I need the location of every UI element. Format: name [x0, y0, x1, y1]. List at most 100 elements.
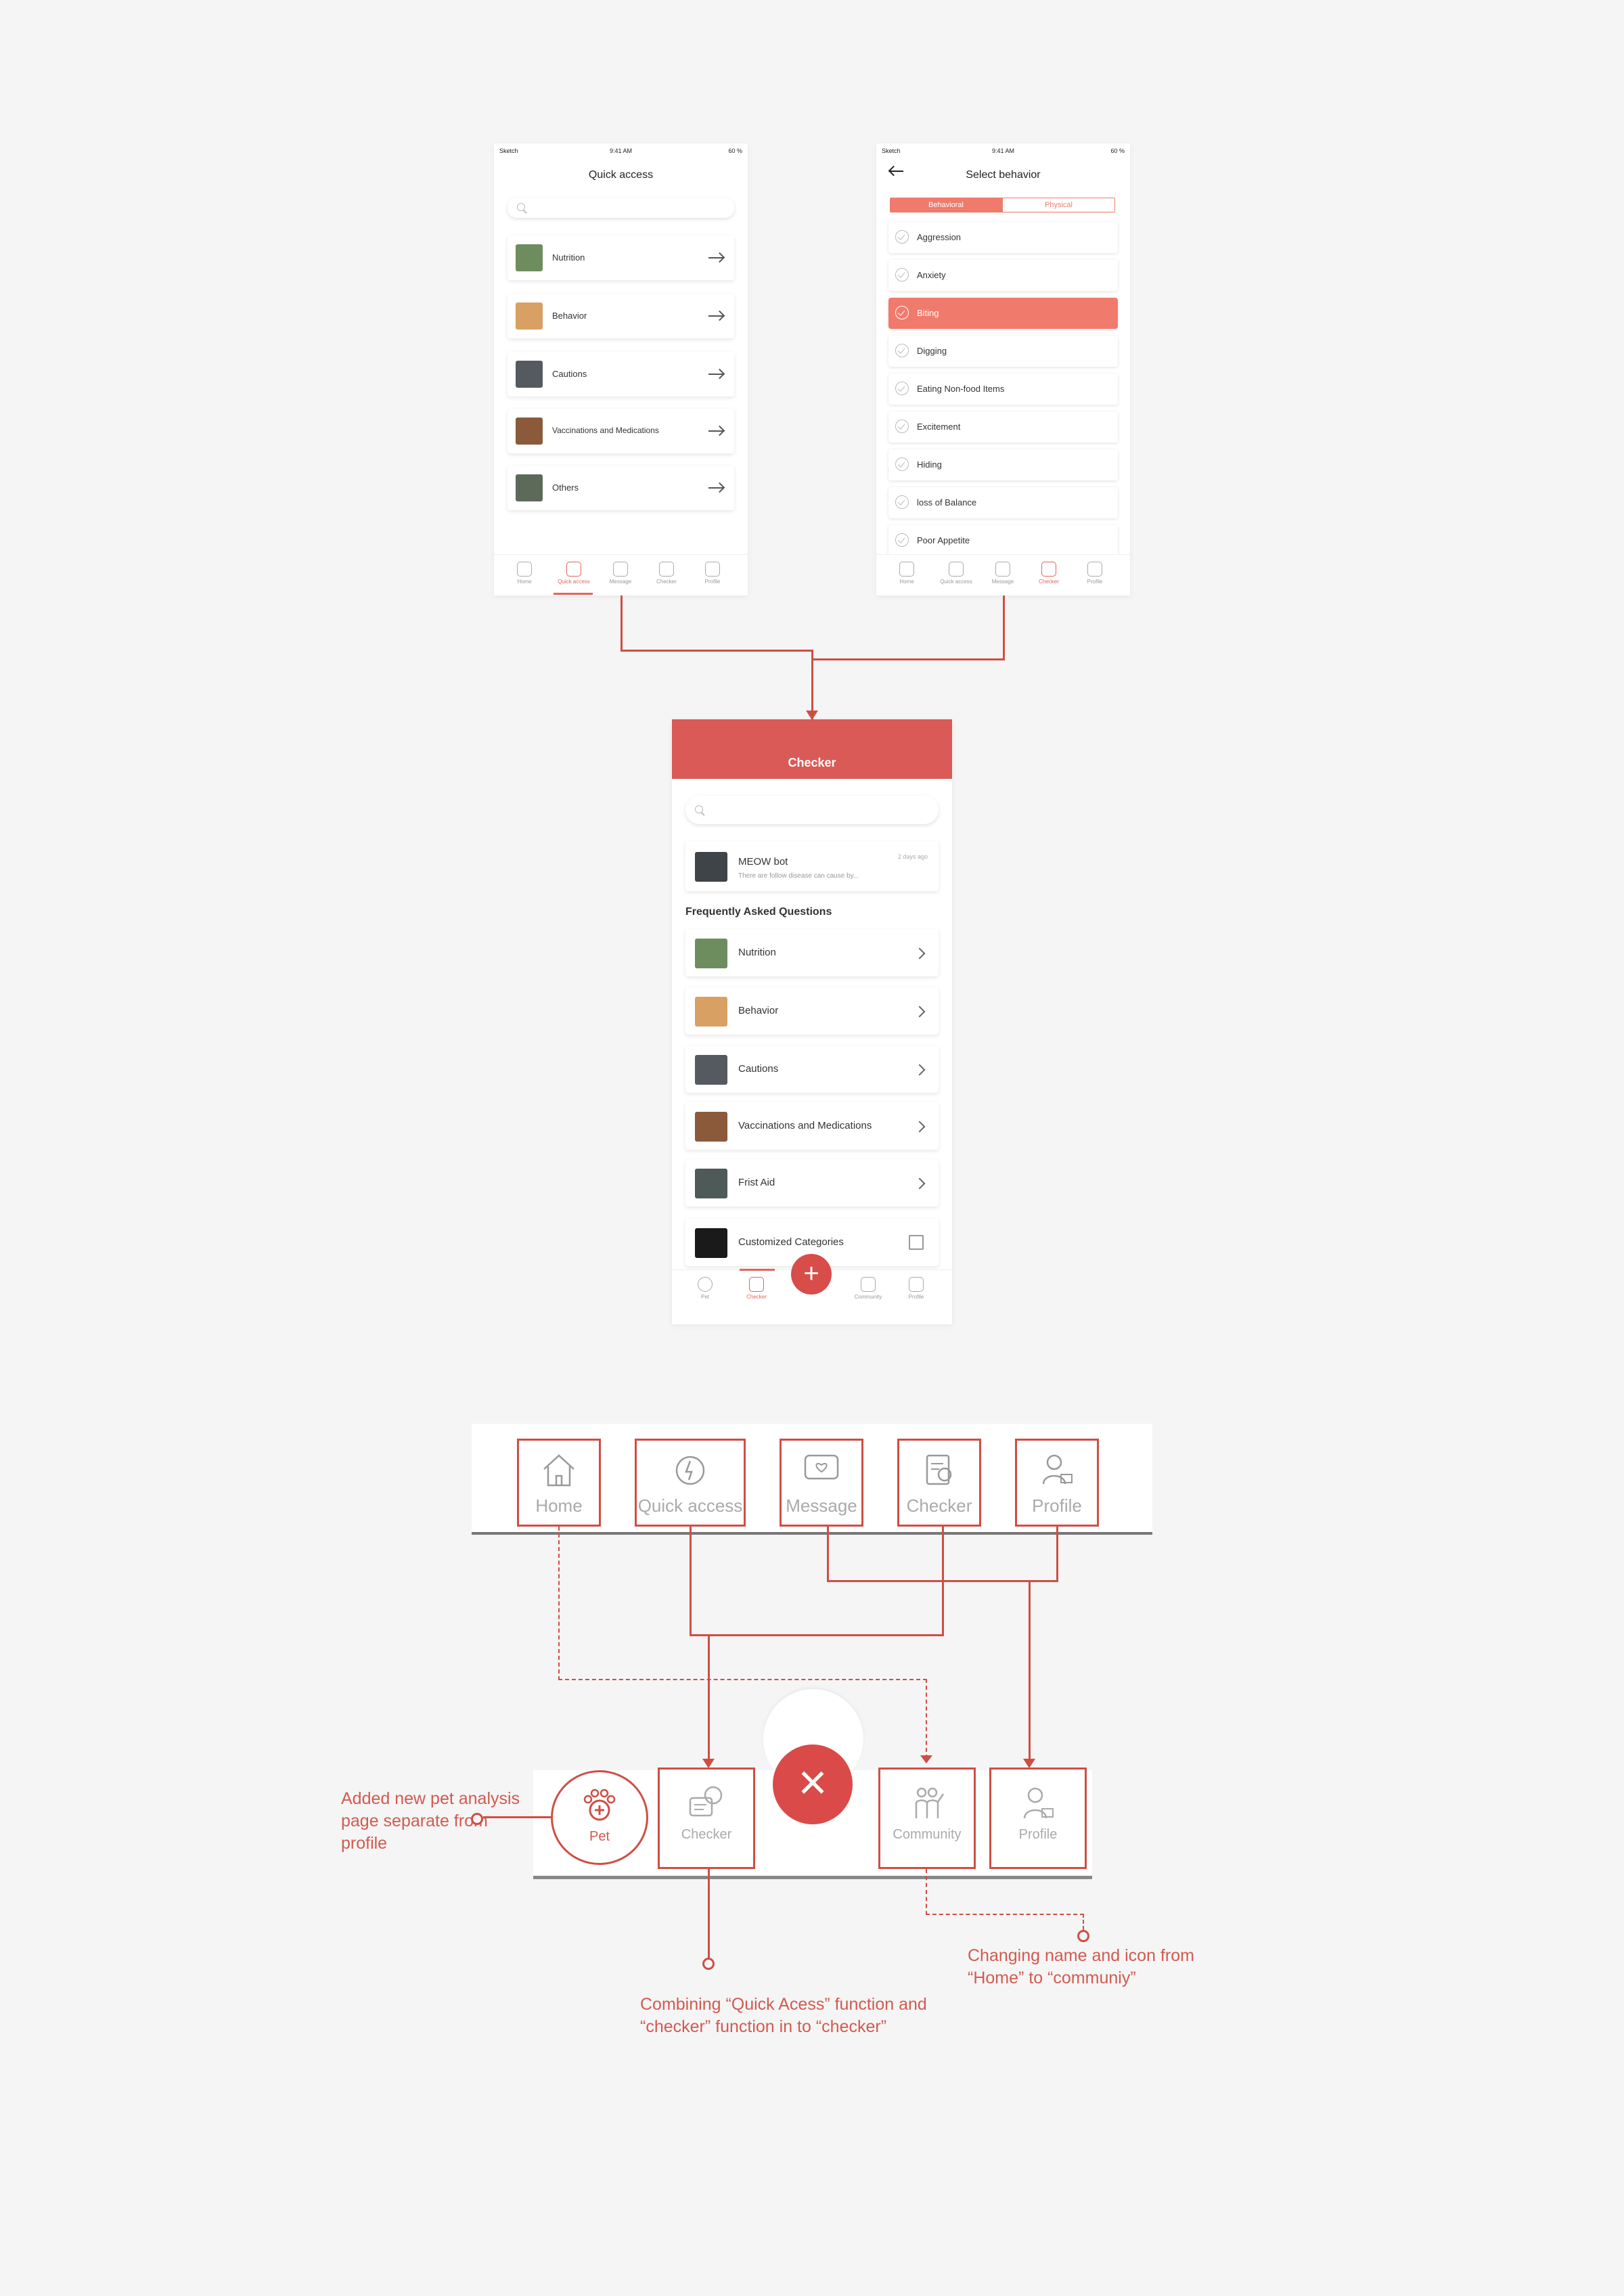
faq-item-first-aid[interactable]: Frist Aid — [685, 1159, 939, 1207]
message-icon — [804, 1454, 839, 1480]
active-tab-indicator — [554, 593, 593, 595]
arrow-down-icon — [1023, 1759, 1035, 1768]
annotation-dot — [702, 1958, 715, 1970]
faq-item-nutrition[interactable]: Nutrition — [685, 929, 939, 976]
tab-community[interactable]: Community — [848, 1277, 888, 1300]
search-input[interactable] — [685, 796, 939, 824]
old-tab-home: Home — [517, 1439, 601, 1527]
dashed-leader — [926, 1914, 1084, 1915]
connector-line — [690, 1527, 692, 1636]
back-arrow-icon[interactable] — [888, 165, 903, 177]
old-tab-message: Message — [780, 1439, 863, 1527]
tab-label: Checker — [656, 579, 677, 585]
tab-home[interactable]: Home — [508, 562, 541, 585]
connector-line — [1003, 595, 1005, 660]
add-fab-button[interactable]: + — [791, 1254, 832, 1295]
edit-icon[interactable] — [909, 1235, 924, 1250]
annotation-dot — [471, 1813, 483, 1825]
segment-behavioral[interactable]: Behavioral — [890, 198, 1002, 212]
list-item-others[interactable]: Others — [508, 466, 734, 510]
vaccinations-thumbnail — [516, 418, 543, 445]
quick-access-icon — [675, 1456, 705, 1485]
behavior-item[interactable]: Poor Appetite — [888, 525, 1118, 556]
old-tab-quick-access: Quick access — [635, 1439, 746, 1527]
profile-icon — [909, 1277, 924, 1292]
clock: 9:41 AM — [609, 148, 633, 154]
close-fab-button: × — [773, 1744, 853, 1824]
arrow-right-icon — [708, 430, 723, 432]
tab-label: Quick access — [940, 579, 972, 585]
behavior-item[interactable]: Hiding — [888, 449, 1118, 480]
tab-quick-access[interactable]: Quick access — [936, 562, 976, 585]
list-item-vaccinations[interactable]: Vaccinations and Medications — [508, 409, 734, 453]
tab-checker[interactable]: Checker — [1032, 562, 1066, 585]
arrow-right-icon — [708, 257, 723, 258]
new-nav-divider — [533, 1876, 1092, 1879]
list-item-nutrition[interactable]: Nutrition — [508, 235, 734, 280]
tab-home[interactable]: Home — [890, 562, 924, 585]
tab-label: Profile — [704, 579, 721, 585]
tab-pet[interactable]: Pet — [688, 1277, 722, 1300]
connector-line — [708, 1634, 710, 1763]
item-label: Frist Aid — [738, 1177, 775, 1188]
new-tab-community: Community — [878, 1768, 976, 1869]
check-circle-icon — [895, 344, 909, 357]
tab-quick-access[interactable]: Quick access — [554, 562, 594, 585]
faq-item-vaccinations[interactable]: Vaccinations and Medications — [685, 1102, 939, 1150]
chat-preview-meow-bot[interactable]: MEOW bot 2 days ago There are follow dis… — [685, 841, 939, 891]
tab-checker[interactable]: Checker — [650, 562, 683, 585]
active-tab-indicator — [740, 1269, 775, 1271]
tab-profile[interactable]: Profile — [899, 1277, 933, 1300]
behavior-item[interactable]: Excitement — [888, 411, 1118, 443]
checker-icon — [926, 1454, 952, 1485]
new-tab-pet: Pet — [551, 1770, 648, 1865]
connector-line — [690, 1634, 944, 1636]
tab-message[interactable]: Message — [604, 562, 637, 585]
profile-icon — [705, 562, 720, 577]
behavior-item-selected[interactable]: Biting — [888, 298, 1118, 329]
old-tab-label: Home — [535, 1495, 583, 1516]
arrow-down-icon — [702, 1759, 715, 1768]
page-title: Select behavior — [966, 169, 1041, 181]
tab-profile[interactable]: Profile — [1078, 562, 1112, 585]
item-label: Behavior — [738, 1005, 779, 1016]
old-tab-label: Quick access — [637, 1495, 743, 1516]
faq-item-behavior[interactable]: Behavior — [685, 987, 939, 1035]
message-icon — [613, 562, 628, 577]
old-tab-label: Checker — [906, 1495, 972, 1516]
carrier: Sketch — [499, 148, 518, 154]
behavior-item[interactable]: Anxiety — [888, 260, 1118, 291]
status-bar: Sketch 9:41 AM 60 % — [494, 143, 748, 158]
chevron-right-icon — [914, 1006, 926, 1018]
tab-message[interactable]: Message — [986, 562, 1020, 585]
battery: 60 % — [1110, 148, 1125, 154]
behavior-item[interactable]: Digging — [888, 336, 1118, 367]
behavior-item[interactable]: Eating Non-food Items — [888, 374, 1118, 405]
home-icon — [899, 562, 914, 577]
faq-item-cautions[interactable]: Cautions — [685, 1045, 939, 1093]
annotation-leader — [483, 1816, 551, 1818]
dashed-connector — [558, 1679, 927, 1680]
behavior-item[interactable]: loss of Balance — [888, 487, 1118, 518]
checker-header: Checker — [672, 719, 952, 779]
cautions-thumbnail — [516, 361, 543, 388]
item-label: Behavior — [552, 311, 587, 321]
behavior-label: loss of Balance — [917, 497, 977, 508]
segment-physical[interactable]: Physical — [1002, 198, 1115, 212]
search-input[interactable] — [508, 198, 734, 218]
quick-access-icon — [566, 562, 581, 577]
connector-line — [1056, 1527, 1058, 1582]
list-item-behavior[interactable]: Behavior — [508, 294, 734, 338]
select-behavior-screen: Sketch 9:41 AM 60 % Select behavior Beha… — [876, 143, 1130, 595]
checker-icon — [749, 1277, 764, 1292]
list-item-cautions[interactable]: Cautions — [508, 352, 734, 397]
tab-profile[interactable]: Profile — [696, 562, 729, 585]
checker-chat-icon — [689, 1786, 723, 1817]
community-icon — [861, 1277, 876, 1292]
check-circle-icon — [895, 533, 909, 547]
new-tab-label: Checker — [681, 1827, 732, 1842]
dashed-leader — [926, 1869, 927, 1915]
behavior-item[interactable]: Aggression — [888, 222, 1118, 253]
tab-checker[interactable]: Checker — [740, 1277, 773, 1300]
connector-line — [621, 650, 813, 652]
